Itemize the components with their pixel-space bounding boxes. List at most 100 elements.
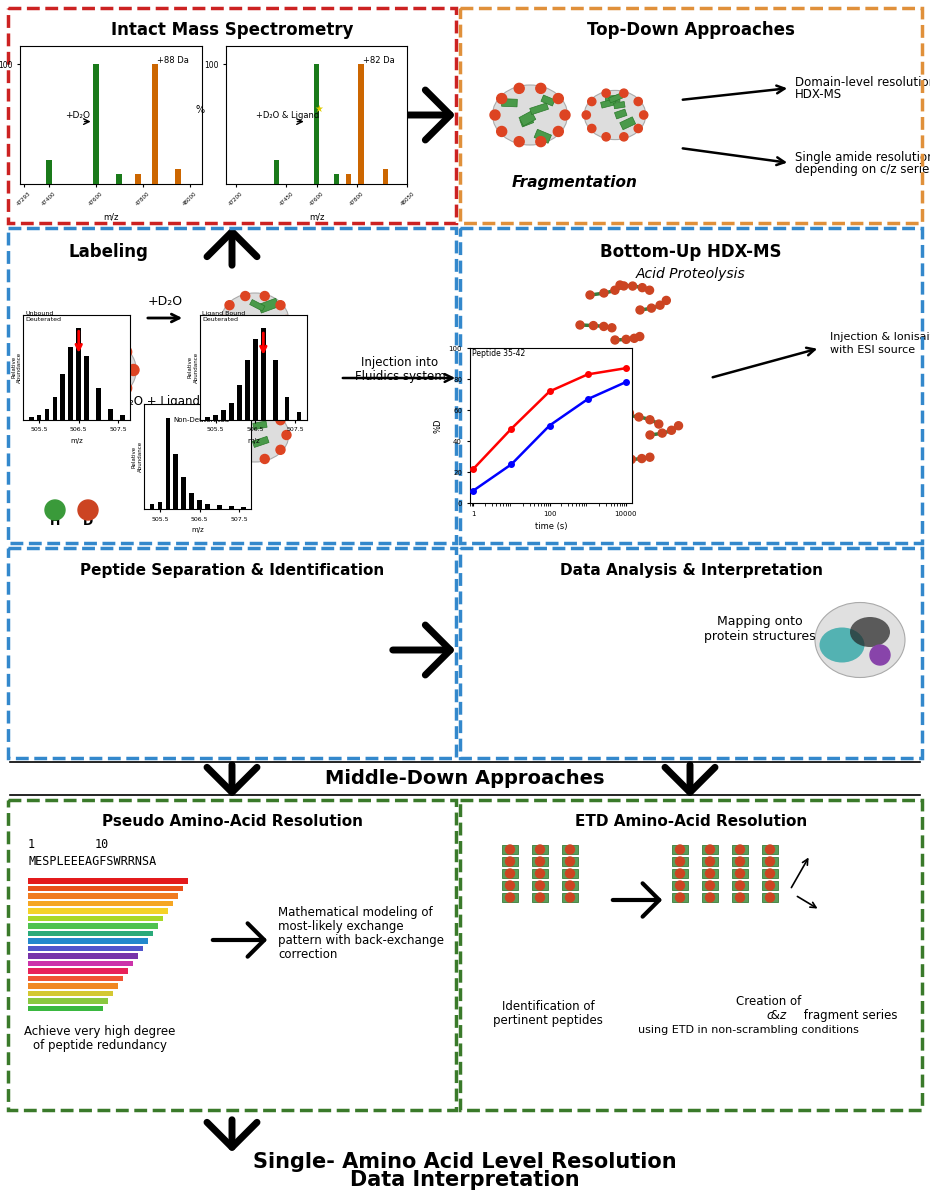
Y-axis label: Relative
Abundance: Relative Abundance xyxy=(188,352,199,383)
Text: Labeling: Labeling xyxy=(68,243,148,261)
Bar xyxy=(608,93,623,103)
Bar xyxy=(237,334,248,340)
Text: HDX-MS: HDX-MS xyxy=(795,88,843,101)
Bar xyxy=(762,893,778,902)
Circle shape xyxy=(586,291,594,299)
Bar xyxy=(762,845,778,853)
X-axis label: m/z: m/z xyxy=(309,212,325,222)
Bar xyxy=(60,374,65,420)
Bar xyxy=(174,454,179,509)
Text: MESPLEEEAGFSWRRNSA: MESPLEEEAGFSWRRNSA xyxy=(28,855,156,868)
Text: Fragmentation: Fragmentation xyxy=(512,175,638,191)
Text: most-likely exchange: most-likely exchange xyxy=(278,920,404,933)
Bar xyxy=(90,343,111,353)
Circle shape xyxy=(219,430,228,440)
Circle shape xyxy=(636,333,644,341)
Text: 1: 1 xyxy=(28,838,35,851)
Circle shape xyxy=(600,288,608,297)
Bar xyxy=(86,374,104,390)
Bar xyxy=(520,116,534,126)
Circle shape xyxy=(634,124,643,132)
Circle shape xyxy=(260,454,269,464)
Circle shape xyxy=(602,415,610,422)
Bar xyxy=(109,349,125,356)
Circle shape xyxy=(658,429,666,437)
Circle shape xyxy=(536,857,544,867)
Y-axis label: Relative
Abundance: Relative Abundance xyxy=(132,441,143,472)
Circle shape xyxy=(536,893,544,902)
Circle shape xyxy=(619,132,628,141)
Circle shape xyxy=(101,393,113,405)
Circle shape xyxy=(565,857,575,867)
Circle shape xyxy=(736,857,745,867)
Circle shape xyxy=(565,893,575,902)
Circle shape xyxy=(497,126,507,136)
Circle shape xyxy=(276,300,285,310)
Circle shape xyxy=(608,324,616,331)
Circle shape xyxy=(241,340,250,348)
Bar xyxy=(562,845,578,853)
Circle shape xyxy=(225,446,234,454)
Text: +D₂O + Ligand: +D₂O + Ligand xyxy=(110,395,200,408)
Bar xyxy=(615,110,627,119)
Bar xyxy=(206,503,210,509)
Circle shape xyxy=(636,306,644,313)
Circle shape xyxy=(590,322,597,330)
Text: using ETD in non-scrambling conditions: using ETD in non-scrambling conditions xyxy=(638,1025,858,1035)
Text: Data Interpretation: Data Interpretation xyxy=(351,1171,579,1190)
Circle shape xyxy=(736,881,745,890)
Bar xyxy=(116,174,123,184)
Bar xyxy=(28,975,123,981)
Bar xyxy=(702,869,718,879)
Circle shape xyxy=(706,857,714,867)
Bar xyxy=(28,931,153,936)
Bar xyxy=(176,169,181,184)
Circle shape xyxy=(582,111,591,119)
Bar xyxy=(217,505,221,509)
Bar xyxy=(230,412,250,427)
Circle shape xyxy=(241,292,250,300)
Circle shape xyxy=(282,316,291,324)
Bar xyxy=(382,169,388,184)
Bar xyxy=(243,325,263,340)
Text: Ligand Bound
Deuterated: Ligand Bound Deuterated xyxy=(202,311,246,322)
Circle shape xyxy=(765,845,775,853)
Circle shape xyxy=(662,297,671,304)
Circle shape xyxy=(260,292,269,300)
Bar xyxy=(532,857,548,867)
Text: with ESI source: with ESI source xyxy=(830,344,915,355)
Circle shape xyxy=(765,881,775,890)
Bar xyxy=(135,174,141,184)
Bar xyxy=(519,111,536,126)
Bar xyxy=(532,881,548,890)
Text: Single- Amino Acid Level Resolution: Single- Amino Acid Level Resolution xyxy=(253,1151,677,1172)
Circle shape xyxy=(536,137,546,147)
Text: Injection into: Injection into xyxy=(362,356,439,370)
Circle shape xyxy=(706,845,714,853)
Bar xyxy=(237,428,251,436)
Bar xyxy=(53,397,58,420)
Circle shape xyxy=(645,286,654,294)
Circle shape xyxy=(506,869,514,879)
Bar xyxy=(297,412,301,420)
Circle shape xyxy=(628,455,635,464)
Circle shape xyxy=(597,443,605,451)
Circle shape xyxy=(675,881,684,890)
Bar xyxy=(252,436,269,447)
Bar xyxy=(28,998,108,1004)
Circle shape xyxy=(621,411,629,420)
Circle shape xyxy=(629,283,637,290)
Text: Pseudo Amino-Acid Resolution: Pseudo Amino-Acid Resolution xyxy=(101,814,363,830)
Bar xyxy=(702,857,718,867)
Ellipse shape xyxy=(493,85,567,145)
Text: Non-Deuterated: Non-Deuterated xyxy=(174,417,230,423)
Circle shape xyxy=(638,454,645,462)
Ellipse shape xyxy=(819,627,865,663)
Text: 10: 10 xyxy=(95,838,109,851)
Bar xyxy=(241,507,246,509)
X-axis label: m/z: m/z xyxy=(247,437,259,443)
Bar xyxy=(502,869,518,879)
Text: Identification of: Identification of xyxy=(501,1000,594,1013)
Circle shape xyxy=(576,441,584,449)
Bar xyxy=(762,869,778,879)
